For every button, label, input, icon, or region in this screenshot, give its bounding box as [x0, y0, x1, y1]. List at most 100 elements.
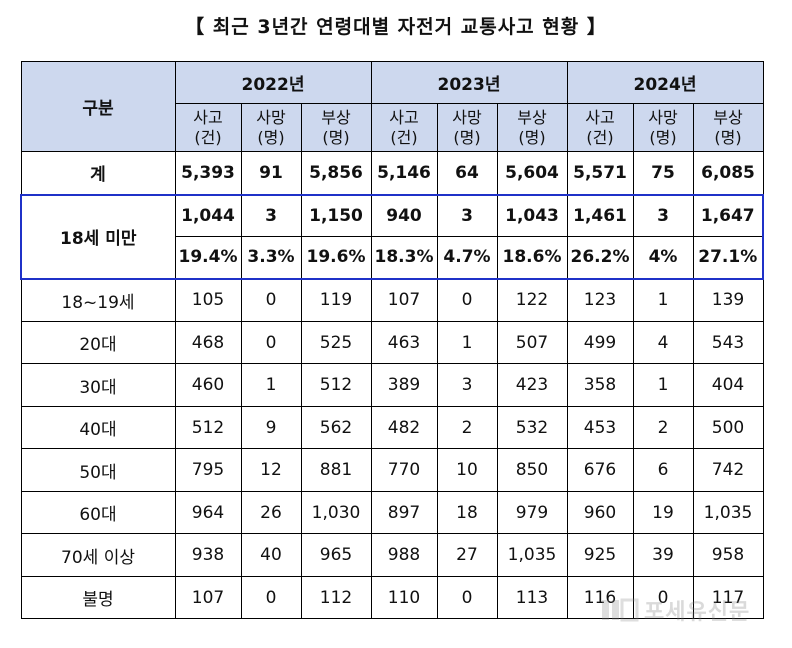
year-header-2024: 2024년 — [566, 61, 764, 104]
value-cell: 562 — [300, 406, 372, 449]
unit-injuries: 부상 (명) — [496, 103, 568, 152]
value-cell: 139 — [692, 278, 764, 322]
value-cell: 897 — [370, 491, 438, 534]
value-cell: 4 — [632, 321, 694, 364]
share-cell: 4.7% — [436, 236, 498, 280]
table-row-30s: 30대 460 1 512 389 3 423 358 1 404 — [20, 363, 764, 407]
value-cell: 1,035 — [692, 491, 764, 534]
row-label: 18~19세 — [20, 278, 176, 322]
value-cell: 19 — [632, 491, 694, 534]
value-cell: 3 — [436, 193, 498, 237]
row-label: 40대 — [20, 406, 176, 449]
table-row-unknown: 불명 107 0 112 110 0 113 116 0 117 — [20, 576, 764, 619]
value-cell: 795 — [174, 448, 242, 492]
share-cell: 19.4% — [174, 236, 242, 280]
table-row-18-19: 18~19세 105 0 119 107 0 122 123 1 139 — [20, 278, 764, 322]
value-cell: 39 — [632, 533, 694, 577]
value-cell: 3 — [436, 363, 498, 407]
value-cell: 938 — [174, 533, 242, 577]
share-cell: 19.6% — [300, 236, 372, 280]
value-cell: 18 — [436, 491, 498, 534]
value-cell: 2 — [436, 406, 498, 449]
share-cell: 3.3% — [240, 236, 302, 280]
value-cell: 532 — [496, 406, 568, 449]
value-cell: 117 — [692, 576, 764, 619]
table-row-60s: 60대 964 26 1,030 897 18 979 960 19 1,035 — [20, 491, 764, 534]
unit-accidents: 사고 (건) — [370, 103, 438, 152]
year-header-2023: 2023년 — [370, 61, 568, 104]
row-label: 70세 이상 — [20, 533, 176, 577]
unit-deaths: 사망 (명) — [436, 103, 498, 152]
value-cell: 5,856 — [300, 151, 372, 195]
value-cell: 1,035 — [496, 533, 568, 577]
value-cell: 1,030 — [300, 491, 372, 534]
value-cell: 979 — [496, 491, 568, 534]
value-cell: 1,150 — [300, 193, 372, 237]
value-cell: 742 — [692, 448, 764, 492]
value-cell: 9 — [240, 406, 302, 449]
unit-deaths: 사망 (명) — [240, 103, 302, 152]
row-label: 20대 — [20, 321, 176, 364]
value-cell: 512 — [300, 363, 372, 407]
value-cell: 389 — [370, 363, 438, 407]
value-cell: 1 — [632, 363, 694, 407]
value-cell: 463 — [370, 321, 438, 364]
row-label: 계 — [20, 151, 176, 195]
table-row-total: 계 5,393 91 5,856 5,146 64 5,604 5,571 75 6,085 — [20, 151, 764, 195]
share-cell: 18.3% — [370, 236, 438, 280]
value-cell: 5,393 — [174, 151, 242, 195]
value-cell: 26 — [240, 491, 302, 534]
value-cell: 964 — [174, 491, 242, 534]
value-cell: 64 — [436, 151, 498, 195]
value-cell: 6,085 — [692, 151, 764, 195]
value-cell: 112 — [300, 576, 372, 619]
share-cell: 27.1% — [692, 236, 764, 280]
watermark: 포세유신문 — [600, 590, 780, 630]
value-cell: 958 — [692, 533, 764, 577]
value-cell: 6 — [632, 448, 694, 492]
watermark-text: 포세유신문 — [644, 600, 751, 625]
value-cell: 3 — [240, 193, 302, 237]
value-cell: 5,604 — [496, 151, 568, 195]
accident-table: 구분 2022년 2023년 2024년 사고 (건) 사망 (명) 부상 (명) 사… — [20, 61, 764, 619]
table-row-50s: 50대 795 12 881 770 10 850 676 6 742 — [20, 448, 764, 492]
unit-accidents: 사고 (건) — [566, 103, 634, 152]
row-label: 30대 — [20, 363, 176, 407]
value-cell: 40 — [240, 533, 302, 577]
value-cell: 507 — [496, 321, 568, 364]
value-cell: 770 — [370, 448, 438, 492]
value-cell: 12 — [240, 448, 302, 492]
value-cell: 423 — [496, 363, 568, 407]
value-cell: 10 — [436, 448, 498, 492]
value-cell: 123 — [566, 278, 634, 322]
value-cell: 468 — [174, 321, 242, 364]
row-label: 60대 — [20, 491, 176, 534]
unit-header-row: 사고 (건) 사망 (명) 부상 (명) 사고 (건) 사망 (명) 부상 (명) 사고 (건… — [21, 103, 764, 152]
value-cell: 965 — [300, 533, 372, 577]
value-cell: 404 — [692, 363, 764, 407]
unit-injuries: 부상 (명) — [300, 103, 372, 152]
value-cell: 1 — [436, 321, 498, 364]
table-row-70plus: 70세 이상 938 40 965 988 27 1,035 925 39 958 — [20, 533, 764, 577]
value-cell: 107 — [174, 576, 242, 619]
value-cell: 881 — [300, 448, 372, 492]
value-cell: 110 — [370, 576, 438, 619]
value-cell: 358 — [566, 363, 634, 407]
share-cell: 18.6% — [496, 236, 568, 280]
value-cell: 525 — [300, 321, 372, 364]
unit-accidents: 사고 (건) — [174, 103, 242, 152]
value-cell: 75 — [632, 151, 694, 195]
value-cell: 122 — [496, 278, 568, 322]
value-cell: 543 — [692, 321, 764, 364]
value-cell: 5,571 — [566, 151, 634, 195]
value-cell: 91 — [240, 151, 302, 195]
table-row-under18-share: 19.4% 3.3% 19.6% 18.3% 4.7% 18.6% 26.2% 4% 27.1% — [21, 236, 764, 280]
unit-injuries: 부상 (명) — [692, 103, 764, 152]
year-header-row: 구분 2022년 2023년 2024년 — [20, 61, 764, 152]
value-cell: 850 — [496, 448, 568, 492]
row-label: 50대 — [20, 448, 176, 492]
value-cell: 1 — [632, 278, 694, 322]
value-cell: 0 — [240, 321, 302, 364]
value-cell: 925 — [566, 533, 634, 577]
table-row-40s: 40대 512 9 562 482 2 532 453 2 500 — [20, 406, 764, 449]
